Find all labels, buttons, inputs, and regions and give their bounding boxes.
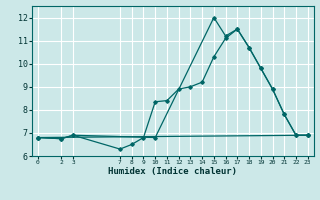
X-axis label: Humidex (Indice chaleur): Humidex (Indice chaleur): [108, 167, 237, 176]
